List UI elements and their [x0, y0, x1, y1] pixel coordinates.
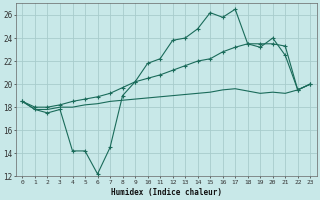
X-axis label: Humidex (Indice chaleur): Humidex (Indice chaleur) — [111, 188, 222, 197]
